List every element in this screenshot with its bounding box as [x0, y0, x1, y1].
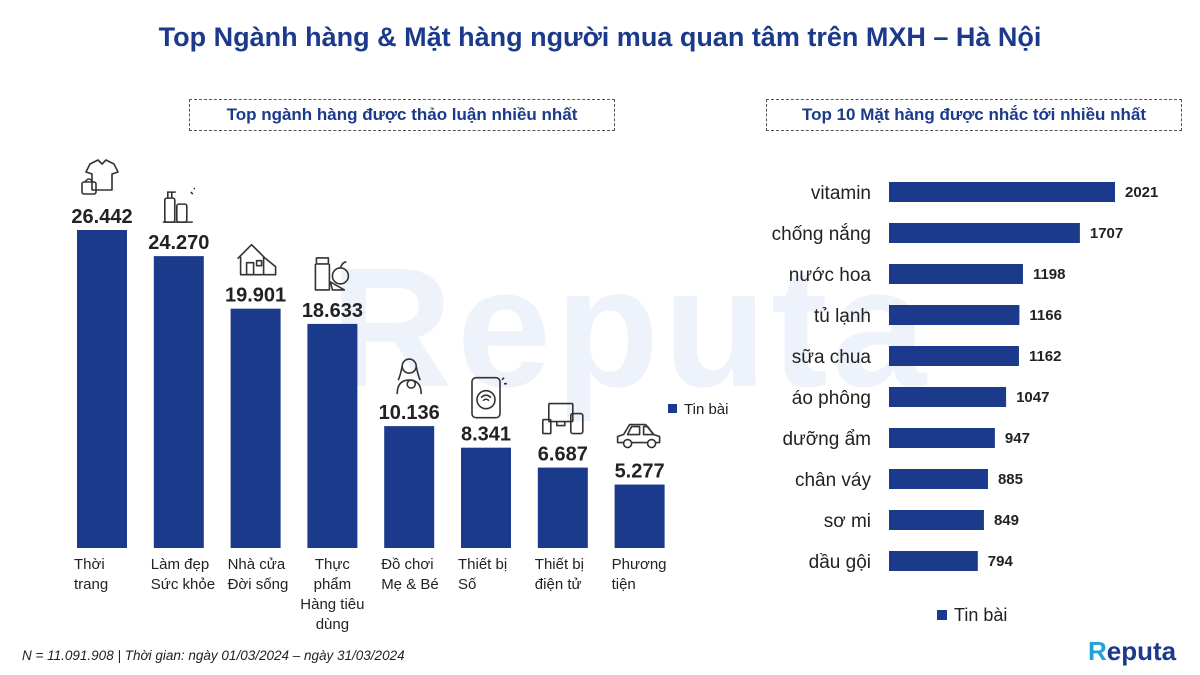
- right-bar-chart: vitamin 2021 chống nắng 1707 nước hoa 1198 tủ …: [772, 182, 1158, 573]
- item-label: vitamin: [811, 183, 871, 204]
- bar-2: [230, 308, 281, 548]
- bar-4: [384, 426, 435, 548]
- hbar-8: [889, 510, 984, 530]
- item-label: sữa chua: [792, 347, 872, 368]
- bar-3: [307, 323, 358, 548]
- item-label: dưỡng ẩm: [782, 429, 871, 450]
- house-icon: [236, 243, 277, 276]
- hbar-value-label: 1047: [1016, 389, 1049, 406]
- category-label: Thực phẩm Hàng tiêu dùng: [300, 556, 364, 633]
- hbar-value-label: 2021: [1125, 184, 1158, 201]
- item-label: nước hoa: [789, 265, 872, 286]
- food-icon: [314, 257, 350, 291]
- watermark: Reputa: [330, 233, 931, 423]
- legend-label: Tin bài: [954, 605, 1008, 625]
- item-label: tủ lạnh: [814, 306, 871, 327]
- bar-value-label: 18.633: [302, 300, 363, 322]
- bar-0: [77, 230, 127, 548]
- hbar-0: [889, 182, 1115, 202]
- smartphone-icon: [471, 376, 508, 419]
- category-label: Làm đẹp Sức khỏe: [151, 556, 215, 593]
- hbar-9: [889, 551, 978, 571]
- legend-swatch: [668, 404, 677, 413]
- bar-value-label: 24.270: [148, 232, 209, 254]
- hbar-value-label: 794: [988, 553, 1014, 570]
- clothes-icon: [81, 159, 119, 195]
- bar-value-label: 6.687: [538, 444, 588, 466]
- bar-value-label: 8.341: [461, 424, 511, 446]
- hbar-7: [889, 469, 988, 489]
- category-label: Đồ chơi Mẹ & Bé: [381, 556, 439, 593]
- category-label: Thời trang: [74, 556, 108, 593]
- hbar-value-label: 1166: [1029, 307, 1062, 324]
- hbar-value-label: 947: [1005, 430, 1030, 447]
- bar-7: [614, 484, 665, 548]
- cosmetics-icon: [162, 187, 196, 223]
- right-chart-title: Top 10 Mặt hàng được nhắc tới nhiều nhất: [766, 99, 1182, 131]
- hbar-value-label: 885: [998, 471, 1023, 488]
- item-label: chân váy: [795, 470, 872, 491]
- bar-value-label: 5.277: [615, 461, 665, 483]
- item-label: chống nắng: [772, 223, 871, 245]
- page-title: Top Ngành hàng & Mặt hàng người mua quan…: [158, 22, 1042, 52]
- category-label: Thiết bị điện tử: [535, 556, 584, 593]
- car-icon: [616, 423, 661, 449]
- hbar-value-label: 1707: [1090, 225, 1123, 242]
- hbar-3: [889, 305, 1020, 325]
- hbar-5: [889, 387, 1007, 407]
- item-label: sơ mi: [824, 511, 871, 532]
- right-legend: Tin bài: [937, 605, 1007, 626]
- legend-swatch: [937, 610, 947, 620]
- bar-5: [461, 447, 511, 548]
- left-bar-chart: 26.442 Thời trang 24.270 Làm đẹp Sức khỏe 19.9…: [71, 159, 667, 633]
- electronics-icon: [541, 402, 584, 435]
- category-label: Thiết bị Số: [458, 556, 507, 593]
- hbar-4: [889, 346, 1019, 366]
- legend-label: Tin bài: [684, 401, 729, 418]
- left-legend: Tin bài: [668, 401, 728, 418]
- hbar-6: [889, 428, 995, 448]
- hbar-value-label: 1198: [1033, 266, 1066, 283]
- footer-note: N = 11.091.908 | Thời gian: ngày 01/03/2…: [22, 648, 405, 663]
- item-label: áo phông: [792, 388, 871, 409]
- left-chart-title: Top ngành hàng được thảo luận nhiều nhất: [189, 99, 615, 131]
- bar-1: [153, 256, 204, 548]
- bar-value-label: 10.136: [379, 402, 440, 424]
- hbar-1: [889, 223, 1080, 243]
- bar-6: [537, 467, 588, 548]
- hbar-value-label: 849: [994, 512, 1019, 529]
- hbar-2: [889, 264, 1023, 284]
- reputa-logo: Reputa: [1088, 636, 1177, 666]
- hbar-value-label: 1162: [1029, 348, 1062, 365]
- bar-value-label: 26.442: [71, 206, 132, 228]
- category-label: Nhà cửa Đời sống: [228, 556, 289, 593]
- mother-baby-icon: [396, 358, 423, 395]
- bar-value-label: 19.901: [225, 285, 286, 307]
- category-label: Phương tiện: [612, 556, 667, 593]
- item-label: dầu gội: [809, 552, 871, 573]
